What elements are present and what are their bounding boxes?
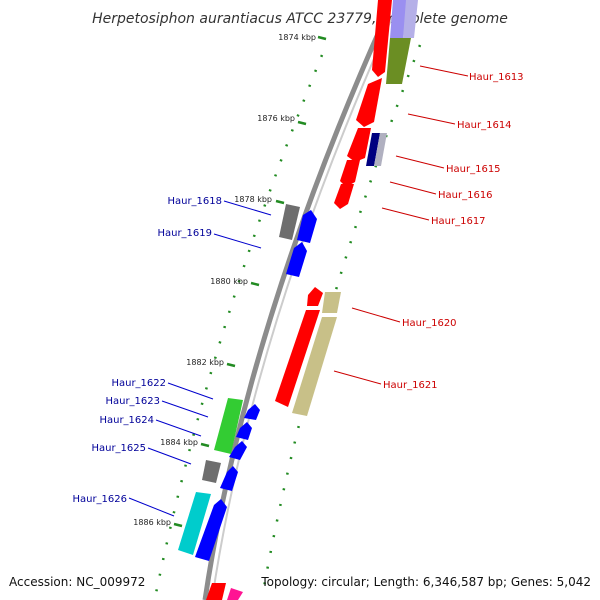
scale-tick-marks: [173, 35, 327, 528]
gene-label-haur-1626[interactable]: Haur_1626: [72, 494, 127, 505]
gene-label-haur-1622[interactable]: Haur_1622: [111, 378, 166, 389]
gene-arrow[interactable]: [195, 499, 227, 561]
tick-label: 1874 kbp: [278, 33, 316, 42]
leader-line: [128, 497, 175, 517]
leader-line: [407, 113, 456, 125]
gene-arrow[interactable]: [334, 184, 354, 209]
gene-label-haur-1616[interactable]: Haur_1616: [438, 190, 493, 201]
gene-arrow[interactable]: [206, 583, 226, 600]
gene-arrow[interactable]: [390, 0, 408, 38]
gene-label-haur-1623[interactable]: Haur_1623: [105, 396, 160, 407]
leader-line: [161, 400, 209, 418]
leader-line: [213, 233, 262, 249]
tick-label: 1876 kbp: [257, 114, 295, 123]
tick-label: 1882 kbp: [186, 358, 224, 367]
tick-label: 1886 kbp: [133, 518, 171, 527]
gene-arrow[interactable]: [227, 588, 243, 600]
gene-arrow[interactable]: [374, 133, 387, 166]
gene-arrow[interactable]: [307, 287, 323, 306]
forward-strand-genes: [206, 0, 418, 600]
gene-label-haur-1620[interactable]: Haur_1620: [402, 318, 457, 329]
leader-line: [381, 207, 430, 221]
leader-line: [333, 370, 382, 385]
gene-arrow[interactable]: [275, 310, 320, 407]
gene-label-haur-1614[interactable]: Haur_1614: [457, 120, 512, 131]
left-leader-lines: [128, 200, 272, 517]
leader-line: [419, 65, 469, 77]
topology-text: Topology: circular; Length: 6,346,587 bp…: [260, 575, 591, 589]
tick-mark: [275, 199, 285, 205]
gene-label-haur-1615[interactable]: Haur_1615: [446, 164, 501, 175]
leader-line: [389, 181, 437, 195]
gene-arrow[interactable]: [322, 292, 341, 313]
right-leader-lines: [333, 65, 469, 385]
gene-arrow[interactable]: [347, 128, 371, 162]
gene-arrow[interactable]: [214, 398, 243, 454]
gene-arrow[interactable]: [202, 460, 221, 483]
gene-arrow[interactable]: [286, 242, 307, 277]
gene-arrow[interactable]: [220, 466, 238, 491]
gene-arrow[interactable]: [297, 210, 317, 243]
gene-arrow[interactable]: [386, 38, 411, 84]
gene-arrow[interactable]: [229, 441, 247, 460]
leader-line: [155, 419, 202, 437]
tick-mark: [226, 362, 236, 368]
gene-arrow[interactable]: [236, 422, 252, 440]
gene-arrow[interactable]: [244, 404, 260, 420]
scale-tick-labels: 1874 kbp 1876 kbp 1878 kbp 1880 kbp 1882…: [133, 33, 316, 527]
tick-label: 1878 kbp: [234, 195, 272, 204]
tick-mark: [200, 442, 210, 448]
accession-text: Accession: NC_009972: [9, 575, 145, 589]
leader-line: [223, 200, 272, 216]
leader-line: [147, 447, 192, 465]
reverse-strand-genes: [178, 204, 317, 561]
gene-arrow[interactable]: [178, 492, 211, 555]
gene-arrow[interactable]: [356, 78, 382, 127]
inner-scale: [153, 54, 324, 599]
gene-label-haur-1624[interactable]: Haur_1624: [99, 415, 154, 426]
gene-arrow[interactable]: [403, 0, 418, 38]
tick-label: 1880 kbp: [210, 277, 248, 286]
gene-arrow[interactable]: [340, 160, 360, 187]
outer-scale: [260, 44, 422, 599]
gene-label-haur-1619[interactable]: Haur_1619: [157, 228, 212, 239]
gene-label-haur-1613[interactable]: Haur_1613: [469, 72, 524, 83]
gene-arrow[interactable]: [372, 0, 392, 77]
tick-mark: [250, 281, 260, 287]
map-title: Herpetosiphon aurantiacus ATCC 23779, co…: [92, 11, 508, 27]
leader-line: [395, 155, 445, 169]
tick-label: 1884 kbp: [160, 438, 198, 447]
gene-label-haur-1618[interactable]: Haur_1618: [167, 196, 222, 207]
gene-arrow[interactable]: [292, 317, 337, 416]
gene-label-haur-1617[interactable]: Haur_1617: [431, 216, 486, 227]
leader-line: [167, 382, 214, 400]
gene-label-haur-1621[interactable]: Haur_1621: [383, 380, 438, 391]
gene-arrow[interactable]: [366, 133, 380, 166]
tick-mark: [173, 522, 183, 528]
gene-arrow[interactable]: [279, 204, 300, 240]
left-gene-labels: Haur_1618 Haur_1619 Haur_1622 Haur_1623 …: [72, 196, 222, 505]
leader-line: [351, 307, 401, 323]
tick-mark: [317, 35, 327, 41]
tick-mark: [297, 120, 307, 126]
right-gene-labels: Haur_1613 Haur_1614 Haur_1615 Haur_1616 …: [383, 72, 524, 391]
gene-label-haur-1625[interactable]: Haur_1625: [91, 443, 146, 454]
